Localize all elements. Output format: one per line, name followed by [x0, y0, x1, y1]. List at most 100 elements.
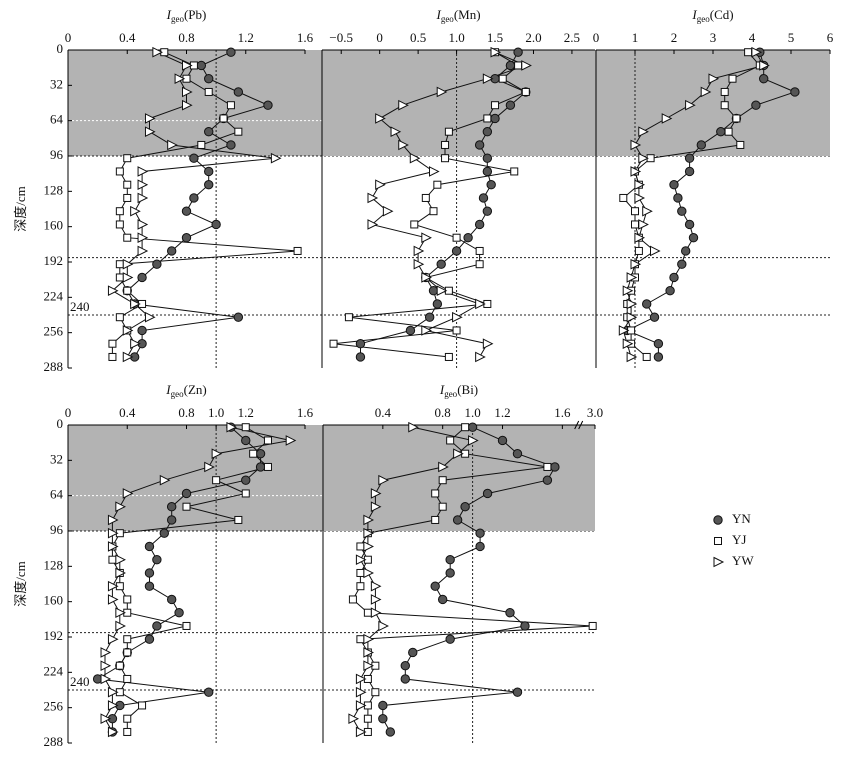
marker-circle — [189, 193, 199, 203]
marker-triangle — [107, 527, 119, 539]
marker-circle — [152, 555, 162, 565]
marker-square — [123, 193, 132, 202]
legend-marker — [713, 556, 725, 568]
marker-square — [631, 220, 639, 229]
x-tick-label: 1.0 — [448, 30, 464, 45]
marker-triangle — [413, 258, 425, 270]
depth-annotation: 240 — [70, 299, 90, 314]
marker-square — [123, 286, 132, 295]
marker-circle — [204, 180, 214, 190]
marker-circle — [445, 634, 455, 644]
marker-square — [619, 193, 628, 202]
marker-triangle — [137, 179, 149, 191]
marker-circle — [759, 74, 769, 84]
axis-break — [574, 420, 584, 430]
x-tick-label: 0 — [593, 30, 600, 45]
marker-square — [226, 101, 235, 110]
marker-circle — [669, 180, 679, 190]
marker-square — [234, 515, 243, 524]
panel-title: Igeo(Pb) — [166, 7, 207, 24]
title-symbol: I — [435, 7, 441, 22]
marker-triangle — [122, 272, 134, 283]
marker-circle — [211, 219, 221, 230]
marker-triangle — [482, 338, 494, 350]
marker-triangle — [137, 166, 149, 177]
marker-triangle — [137, 232, 149, 244]
marker-square — [123, 635, 132, 644]
marker-triangle — [122, 351, 134, 363]
legend-label: YN — [732, 511, 751, 526]
marker-circle — [437, 594, 448, 605]
marker-square — [720, 87, 729, 96]
x-tick-label: 1.0 — [208, 405, 224, 420]
marker-circle — [482, 166, 493, 177]
marker-triangle — [100, 660, 112, 672]
x-tick-label: 0.8 — [178, 405, 194, 420]
marker-circle — [408, 647, 418, 658]
y-tick-label: 192 — [44, 253, 64, 268]
marker-circle — [181, 233, 192, 243]
marker-square — [329, 339, 338, 348]
y-tick-label: 128 — [44, 182, 64, 197]
marker-triangle — [661, 113, 673, 124]
marker-square — [348, 595, 357, 604]
title-symbol: I — [166, 7, 172, 22]
marker-circle — [181, 206, 192, 216]
marker-circle — [166, 246, 177, 256]
marker-triangle — [398, 99, 409, 111]
marker-triangle — [137, 219, 149, 230]
marker-triangle — [638, 126, 649, 138]
marker-square — [363, 608, 372, 617]
marker-square — [123, 233, 132, 242]
marker-circle — [505, 60, 516, 71]
x-tick-label: 1.0 — [464, 405, 480, 420]
marker-square — [363, 714, 372, 723]
title-element: (Pb) — [184, 7, 206, 22]
x-tick-label: 0.5 — [410, 30, 426, 45]
marker-circle — [233, 312, 244, 322]
marker-circle — [400, 674, 410, 684]
marker-square — [732, 114, 741, 123]
marker-square — [421, 193, 430, 202]
marker-triangle — [174, 73, 186, 85]
marker-circle — [677, 259, 687, 269]
marker-triangle — [363, 660, 374, 672]
panel: −0.5 0 0.5 1.0 1.5 2.0 2.5 Igeo(Mn) — [321, 7, 595, 368]
marker-circle — [355, 339, 366, 349]
marker-triangle — [634, 232, 646, 244]
marker-triangle — [638, 152, 649, 164]
x-tick-label: 1.2 — [238, 405, 254, 420]
marker-square — [736, 140, 745, 149]
marker-triangle — [107, 726, 119, 738]
marker-square — [431, 489, 440, 498]
marker-circle — [152, 259, 162, 269]
marker-square — [483, 114, 492, 123]
marker-triangle — [137, 245, 149, 257]
marker-circle — [505, 608, 515, 618]
marker-square — [429, 207, 438, 216]
x-tick-label: 1.2 — [494, 405, 510, 420]
marker-circle — [428, 286, 439, 296]
title-subscript: geo — [171, 389, 184, 399]
x-tick-label: 1.6 — [297, 30, 314, 45]
marker-circle — [424, 312, 435, 322]
marker-triangle — [421, 232, 432, 244]
marker-circle — [189, 153, 199, 163]
series-line — [333, 51, 527, 358]
title-subscript: geo — [441, 14, 454, 24]
marker-triangle — [436, 86, 448, 98]
marker-circle — [474, 140, 485, 150]
marker-circle — [684, 219, 695, 230]
marker-square — [475, 260, 484, 269]
title-symbol: I — [165, 382, 171, 397]
marker-triangle — [107, 700, 119, 711]
marker-circle — [653, 339, 664, 349]
marker-triangle — [226, 421, 238, 433]
marker-triangle — [638, 219, 649, 230]
marker-triangle — [618, 325, 630, 336]
x-tick-label: 0.8 — [178, 30, 194, 45]
marker-square — [452, 326, 461, 335]
marker-triangle — [107, 285, 119, 297]
y-tick-label: 256 — [44, 324, 64, 339]
marker-triangle — [115, 501, 126, 513]
